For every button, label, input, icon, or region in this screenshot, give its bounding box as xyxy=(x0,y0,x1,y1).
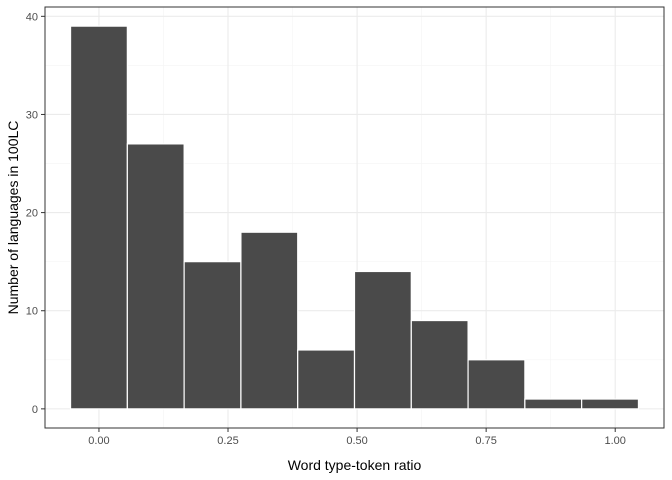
histogram-bar xyxy=(69,25,128,410)
x-tick-label: 1.00 xyxy=(605,435,626,447)
y-tick-label: 30 xyxy=(26,109,38,121)
y-tick-label: 0 xyxy=(32,404,38,416)
y-axis-title: Number of languages in 100LC xyxy=(5,121,21,315)
y-axis-ticks: 0 10 20 30 40 xyxy=(26,11,45,416)
y-tick-label: 40 xyxy=(26,11,38,23)
y-tick-label: 20 xyxy=(26,208,38,220)
histogram-bar xyxy=(240,231,299,410)
y-tick-label: 10 xyxy=(26,306,38,318)
histogram-bar xyxy=(297,349,356,410)
histogram-bar xyxy=(581,398,640,410)
histogram-bar xyxy=(126,143,185,410)
x-tick-label: 0.50 xyxy=(346,435,367,447)
histogram-bar xyxy=(467,359,526,410)
x-tick-label: 0.75 xyxy=(475,435,496,447)
histogram-bars xyxy=(69,25,640,410)
histogram-bar xyxy=(524,398,583,410)
x-tick-label: 0.25 xyxy=(217,435,238,447)
histogram-bar xyxy=(410,319,469,410)
panel-border xyxy=(44,6,665,429)
x-axis-title: Word type-token ratio xyxy=(288,457,422,473)
histogram-bar xyxy=(353,270,412,410)
histogram-bar xyxy=(183,261,242,410)
x-axis-ticks: 0.00 0.25 0.50 0.75 1.00 xyxy=(88,428,626,447)
x-tick-label: 0.00 xyxy=(88,435,109,447)
